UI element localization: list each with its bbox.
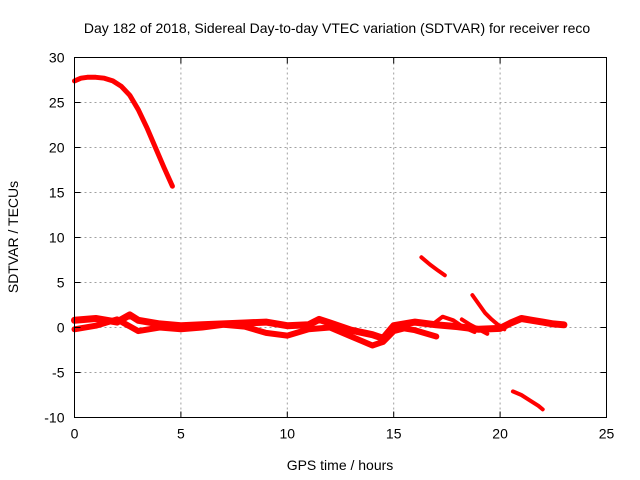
- data-series: [71, 74, 568, 412]
- y-tick-label: 10: [49, 230, 65, 246]
- y-tick-label: 20: [49, 140, 65, 156]
- series-arc-17: [419, 255, 447, 278]
- x-tick-label: 15: [386, 426, 402, 442]
- x-tick-label: 25: [599, 426, 615, 442]
- series-arc-branch-18: [430, 314, 477, 334]
- series-arc-low: [510, 389, 545, 412]
- x-tick-label: 0: [71, 426, 79, 442]
- x-tick-label: 20: [492, 426, 508, 442]
- y-axis: -10 -5 0 5 10 15 20 25 30: [44, 50, 607, 426]
- x-axis: 0 5 10 15 20 25: [71, 57, 615, 442]
- grid: [74, 57, 607, 418]
- x-tick-label: 5: [177, 426, 185, 442]
- y-tick-label: 5: [57, 275, 65, 291]
- x-tick-label: 10: [280, 426, 296, 442]
- chart-title: Day 182 of 2018, Sidereal Day-to-day VTE…: [84, 20, 590, 36]
- y-tick-label: 30: [49, 50, 65, 66]
- y-tick-label: 0: [57, 320, 65, 336]
- series-arc-branch-19: [459, 317, 490, 336]
- series-baseline-upper: [71, 311, 568, 342]
- series-arc-high: [72, 74, 175, 189]
- x-axis-label: GPS time / hours: [287, 457, 394, 473]
- y-tick-label: 25: [49, 95, 65, 111]
- series-baseline-lower: [71, 316, 440, 349]
- y-tick-label: 15: [49, 185, 65, 201]
- y-axis-label: SDTVAR / TECUs: [5, 181, 21, 293]
- y-tick-label: -5: [52, 365, 65, 381]
- y-tick-label: -10: [44, 410, 64, 426]
- series-arc-19: [470, 293, 507, 332]
